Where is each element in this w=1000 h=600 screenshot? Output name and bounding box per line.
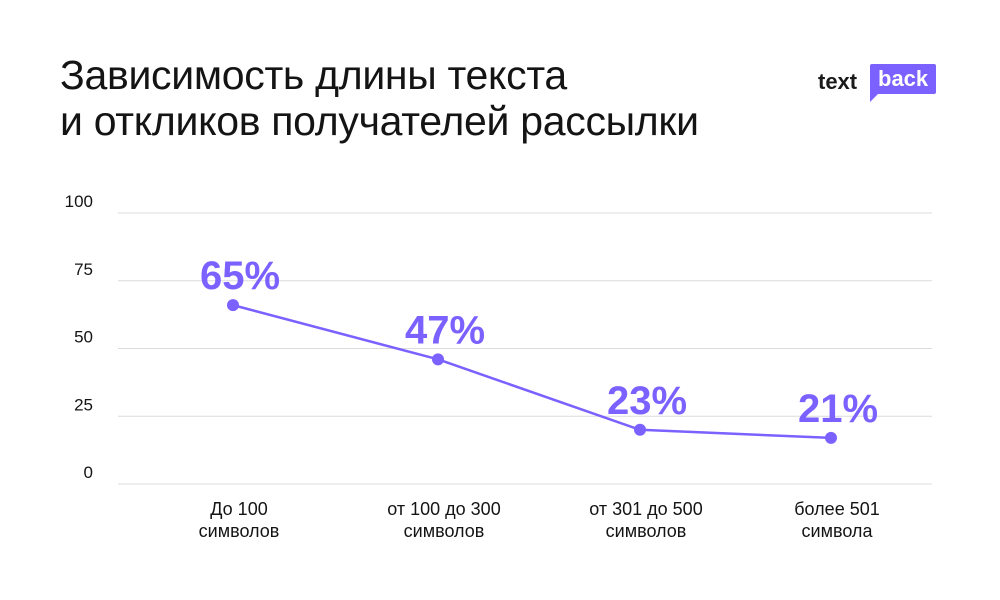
- x-tick-label: символов: [199, 521, 280, 541]
- x-tick-label: До 100: [210, 499, 267, 519]
- x-tick-label: более 501: [794, 499, 879, 519]
- y-tick-label: 100: [65, 192, 93, 211]
- y-tick-label: 75: [74, 260, 93, 279]
- logo-badge: back: [870, 64, 937, 94]
- x-tick-label: символов: [404, 521, 485, 541]
- logo-badge-tail: [870, 92, 880, 102]
- data-label: 47%: [405, 308, 485, 352]
- data-point: [825, 431, 837, 444]
- data-point: [634, 423, 646, 436]
- data-label: 65%: [200, 254, 280, 298]
- x-tick-label: от 100 до 300: [387, 499, 500, 519]
- logo-text: text: [818, 69, 858, 94]
- chart-title-line-2: и откликов получателей рассылки: [60, 98, 699, 144]
- data-point: [227, 299, 239, 312]
- textback-logo: text back: [818, 64, 948, 104]
- x-tick-label: символов: [606, 521, 687, 541]
- series-line: [232, 303, 832, 440]
- data-label: 21%: [798, 387, 878, 431]
- x-tick-label: от 301 до 500: [589, 499, 702, 519]
- data-label: 23%: [607, 379, 687, 423]
- y-tick-label: 50: [74, 328, 93, 347]
- y-tick-label: 25: [74, 395, 93, 414]
- data-point: [432, 353, 444, 366]
- chart-title-line-1: Зависимость длины текста: [60, 52, 567, 98]
- y-tick-label: 0: [84, 463, 93, 482]
- chart-title: Зависимость длины текста и откликов полу…: [60, 52, 699, 144]
- x-tick-label: символа: [802, 521, 874, 541]
